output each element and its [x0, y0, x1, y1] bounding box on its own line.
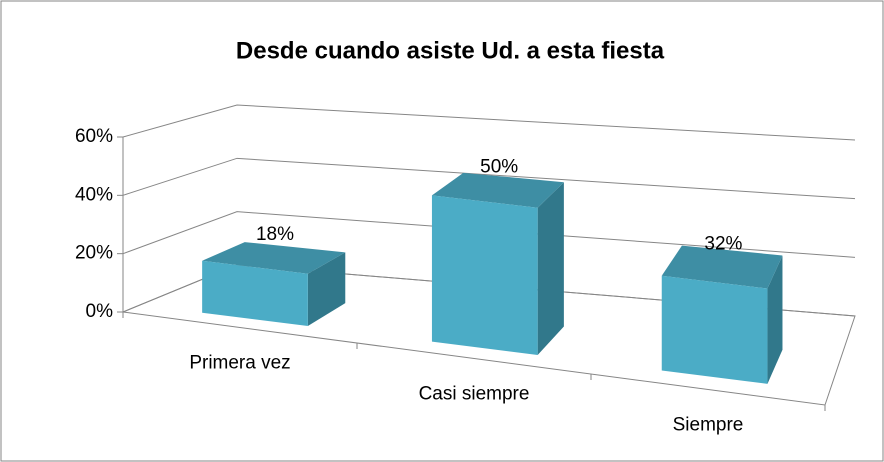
bar-front-face — [202, 260, 308, 327]
x-tick-label: Primera vez — [189, 353, 290, 374]
data-label: 32% — [704, 233, 742, 254]
bar-front-face — [661, 275, 768, 384]
bar — [431, 172, 564, 355]
bar-top-face — [431, 172, 564, 208]
y-tick-label: 0% — [86, 301, 114, 322]
bar-top-face — [661, 245, 783, 289]
x-tick-label: Siempre — [673, 415, 744, 436]
y-tick-label: 60% — [75, 126, 113, 147]
bar-right-face — [307, 252, 346, 327]
grid-line — [122, 157, 856, 200]
bar-front-face — [431, 195, 538, 355]
chart-title: Desde cuando asiste Ud. a esta fiesta — [236, 37, 665, 64]
bar — [661, 245, 783, 384]
data-label: 18% — [256, 224, 294, 245]
bar-right-face — [537, 182, 564, 355]
data-label: 50% — [480, 157, 518, 178]
y-tick-label: 40% — [75, 184, 113, 205]
grid-line — [122, 211, 856, 258]
x-tick-label: Casi siempre — [419, 384, 530, 405]
y-tick-label: 20% — [75, 243, 113, 264]
bar — [202, 242, 346, 327]
bar-top-face — [202, 242, 346, 274]
grid-line — [122, 104, 856, 141]
bar-right-face — [767, 255, 783, 384]
